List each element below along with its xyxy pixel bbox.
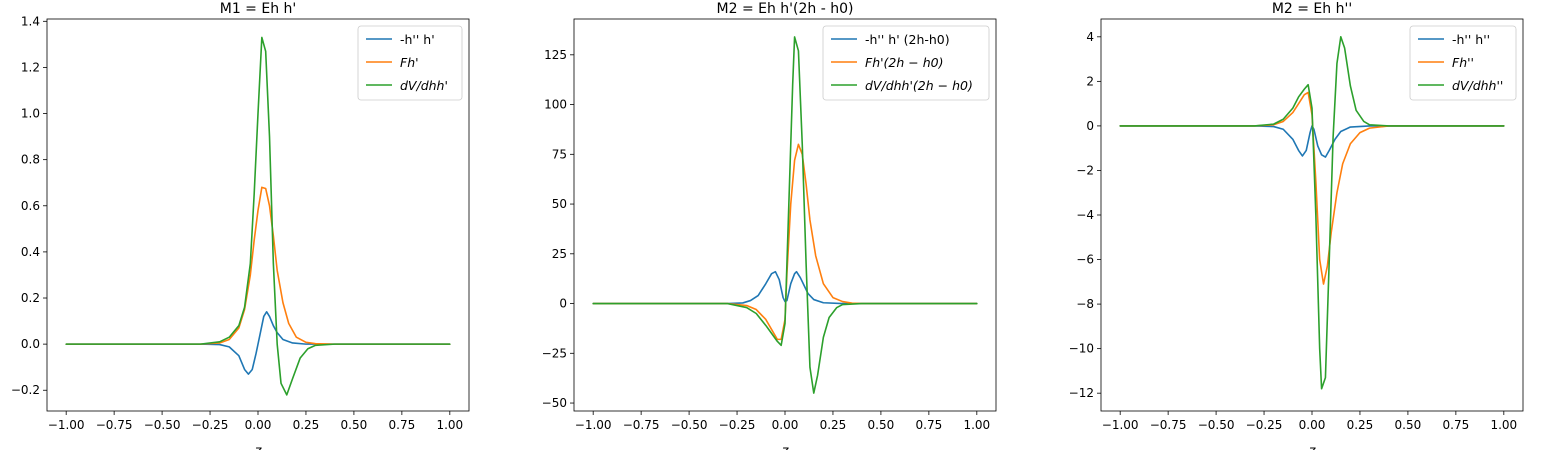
x-tick-label: 0.75 bbox=[916, 418, 943, 432]
x-tick-label: −0.25 bbox=[719, 418, 756, 432]
x-axis-ticks: −1.00 −0.75 −0.50 −0.25 0.00 0.25 0.50 0.75 1.00 bbox=[48, 411, 463, 432]
x-tick-label: 1.00 bbox=[963, 418, 990, 432]
x-tick-label: −0.50 bbox=[1198, 418, 1235, 432]
y-axis-ticks: −0.2 0.0 0.2 0.4 0.6 0.8 1.0 1.2 1.4 bbox=[11, 14, 47, 397]
x-tick-label: 0.00 bbox=[772, 418, 799, 432]
y-tick-label: 0.4 bbox=[21, 245, 40, 259]
legend-box bbox=[822, 25, 990, 101]
y-axis-ticks: −50 −25 0 25 50 75 100 125 bbox=[542, 48, 574, 410]
x-tick-label: 0.25 bbox=[293, 418, 320, 432]
series-line-2 bbox=[65, 36, 451, 396]
y-tick-label: −4 bbox=[1076, 208, 1094, 222]
series-line-1 bbox=[65, 186, 451, 345]
legend: -h'' h' (2h-h0) Fh'(2h − h0) dV/dhh'(2h … bbox=[822, 25, 990, 101]
x-tick-label: −0.25 bbox=[1246, 418, 1283, 432]
legend: -h'' h' Fh' dV/dhh' bbox=[357, 25, 463, 101]
y-tick-label: 1.0 bbox=[21, 107, 40, 121]
x-axis-label: z bbox=[254, 444, 263, 450]
legend-entry-1: Fh'' bbox=[1452, 55, 1474, 70]
y-tick-label: 1.4 bbox=[21, 14, 40, 28]
series-line-1 bbox=[1119, 91, 1505, 285]
y-tick-label: 100 bbox=[544, 98, 567, 112]
x-tick-label: 0.50 bbox=[868, 418, 895, 432]
x-tick-label: 0.50 bbox=[1395, 418, 1422, 432]
y-tick-label: 1.2 bbox=[21, 60, 40, 74]
x-tick-label: −1.00 bbox=[48, 418, 85, 432]
y-tick-label: −50 bbox=[542, 396, 567, 410]
series-line-0 bbox=[1119, 125, 1505, 158]
y-tick-label: 125 bbox=[544, 48, 567, 62]
y-tick-label: 4 bbox=[1086, 30, 1094, 44]
chart-title: M1 = Eh h' bbox=[220, 1, 297, 17]
series-line-2 bbox=[592, 36, 978, 394]
x-tick-label: 0.75 bbox=[389, 418, 416, 432]
x-tick-label: 1.00 bbox=[1490, 418, 1517, 432]
x-tick-label: −0.75 bbox=[1150, 418, 1187, 432]
chart-panel-1: M1 = Eh h' −1.00 −0.75 −0.50 −0.25 0.00 0.25 0… bbox=[11, 1, 470, 450]
legend-entry-0: -h'' h' bbox=[400, 32, 435, 47]
x-tick-label: 0.00 bbox=[245, 418, 272, 432]
x-tick-label: 0.00 bbox=[1299, 418, 1326, 432]
x-tick-label: −0.25 bbox=[192, 418, 229, 432]
legend-box bbox=[1409, 25, 1517, 101]
x-tick-label: −0.50 bbox=[144, 418, 181, 432]
plot-area bbox=[65, 36, 451, 396]
chart-panel-3: M2 = Eh h'' −1.00 −0.75 −0.50 −0.25 0.00 0.25… bbox=[1069, 1, 1524, 450]
chart-title: M2 = Eh h'' bbox=[1272, 1, 1352, 17]
legend-entry-1: Fh' bbox=[400, 55, 419, 70]
legend-entry-1: Fh'(2h − h0) bbox=[865, 55, 943, 70]
x-axis-ticks: −1.00 −0.75 −0.50 −0.25 0.00 0.25 0.50 0.75 1.00 bbox=[575, 411, 990, 432]
legend-entry-0: -h'' h' (2h-h0) bbox=[865, 32, 950, 47]
series-line-0 bbox=[65, 311, 451, 375]
x-tick-label: −0.75 bbox=[96, 418, 133, 432]
y-tick-label: 0 bbox=[1086, 119, 1094, 133]
y-tick-label: 75 bbox=[552, 147, 567, 161]
y-tick-label: 0.8 bbox=[21, 153, 40, 167]
plot-area bbox=[592, 36, 978, 394]
y-tick-label: −6 bbox=[1076, 253, 1094, 267]
x-axis-label: z bbox=[781, 444, 790, 450]
x-tick-label: 1.00 bbox=[436, 418, 463, 432]
series-line-1 bbox=[592, 143, 978, 341]
x-axis-label: z bbox=[1308, 444, 1317, 450]
chart-panel-2: M2 = Eh h'(2h - h0) −1.00 −0.75 −0.50 −0.25… bbox=[542, 1, 997, 450]
x-tick-label: 0.25 bbox=[1347, 418, 1374, 432]
legend-entry-2: dV/dhh'' bbox=[1452, 78, 1503, 93]
legend-entry-0: -h'' h'' bbox=[1452, 32, 1490, 47]
series-line-2 bbox=[1119, 36, 1505, 390]
y-tick-label: −10 bbox=[1069, 342, 1094, 356]
y-tick-label: 50 bbox=[552, 197, 567, 211]
x-tick-label: 0.25 bbox=[820, 418, 847, 432]
y-tick-label: −2 bbox=[1076, 163, 1094, 177]
y-tick-label: 0.6 bbox=[21, 199, 40, 213]
y-tick-label: 0.2 bbox=[21, 291, 40, 305]
y-tick-label: 0.0 bbox=[21, 337, 40, 351]
x-tick-label: −1.00 bbox=[1102, 418, 1139, 432]
x-tick-label: −0.75 bbox=[623, 418, 660, 432]
legend-entry-2: dV/dhh' bbox=[400, 78, 448, 93]
y-tick-label: 2 bbox=[1086, 74, 1094, 88]
y-tick-label: −0.2 bbox=[11, 383, 40, 397]
y-tick-label: 25 bbox=[552, 247, 567, 261]
legend-entry-2: dV/dhh'(2h − h0) bbox=[865, 78, 973, 93]
y-tick-label: −8 bbox=[1076, 297, 1094, 311]
legend-box bbox=[357, 25, 463, 101]
legend: -h'' h'' Fh'' dV/dhh'' bbox=[1409, 25, 1517, 101]
y-tick-label: −12 bbox=[1069, 386, 1094, 400]
x-axis-ticks: −1.00 −0.75 −0.50 −0.25 0.00 0.25 0.50 0.75 1.00 bbox=[1102, 411, 1517, 432]
chart-title: M2 = Eh h'(2h - h0) bbox=[717, 1, 854, 17]
y-axis-ticks: −12 −10 −8 −6 −4 −2 0 2 4 bbox=[1069, 30, 1101, 400]
x-tick-label: 0.50 bbox=[341, 418, 368, 432]
plot-area bbox=[1119, 36, 1505, 390]
y-tick-label: −25 bbox=[542, 346, 567, 360]
y-tick-label: 0 bbox=[559, 297, 567, 311]
x-tick-label: −1.00 bbox=[575, 418, 612, 432]
x-tick-label: −0.50 bbox=[671, 418, 708, 432]
x-tick-label: 0.75 bbox=[1443, 418, 1470, 432]
